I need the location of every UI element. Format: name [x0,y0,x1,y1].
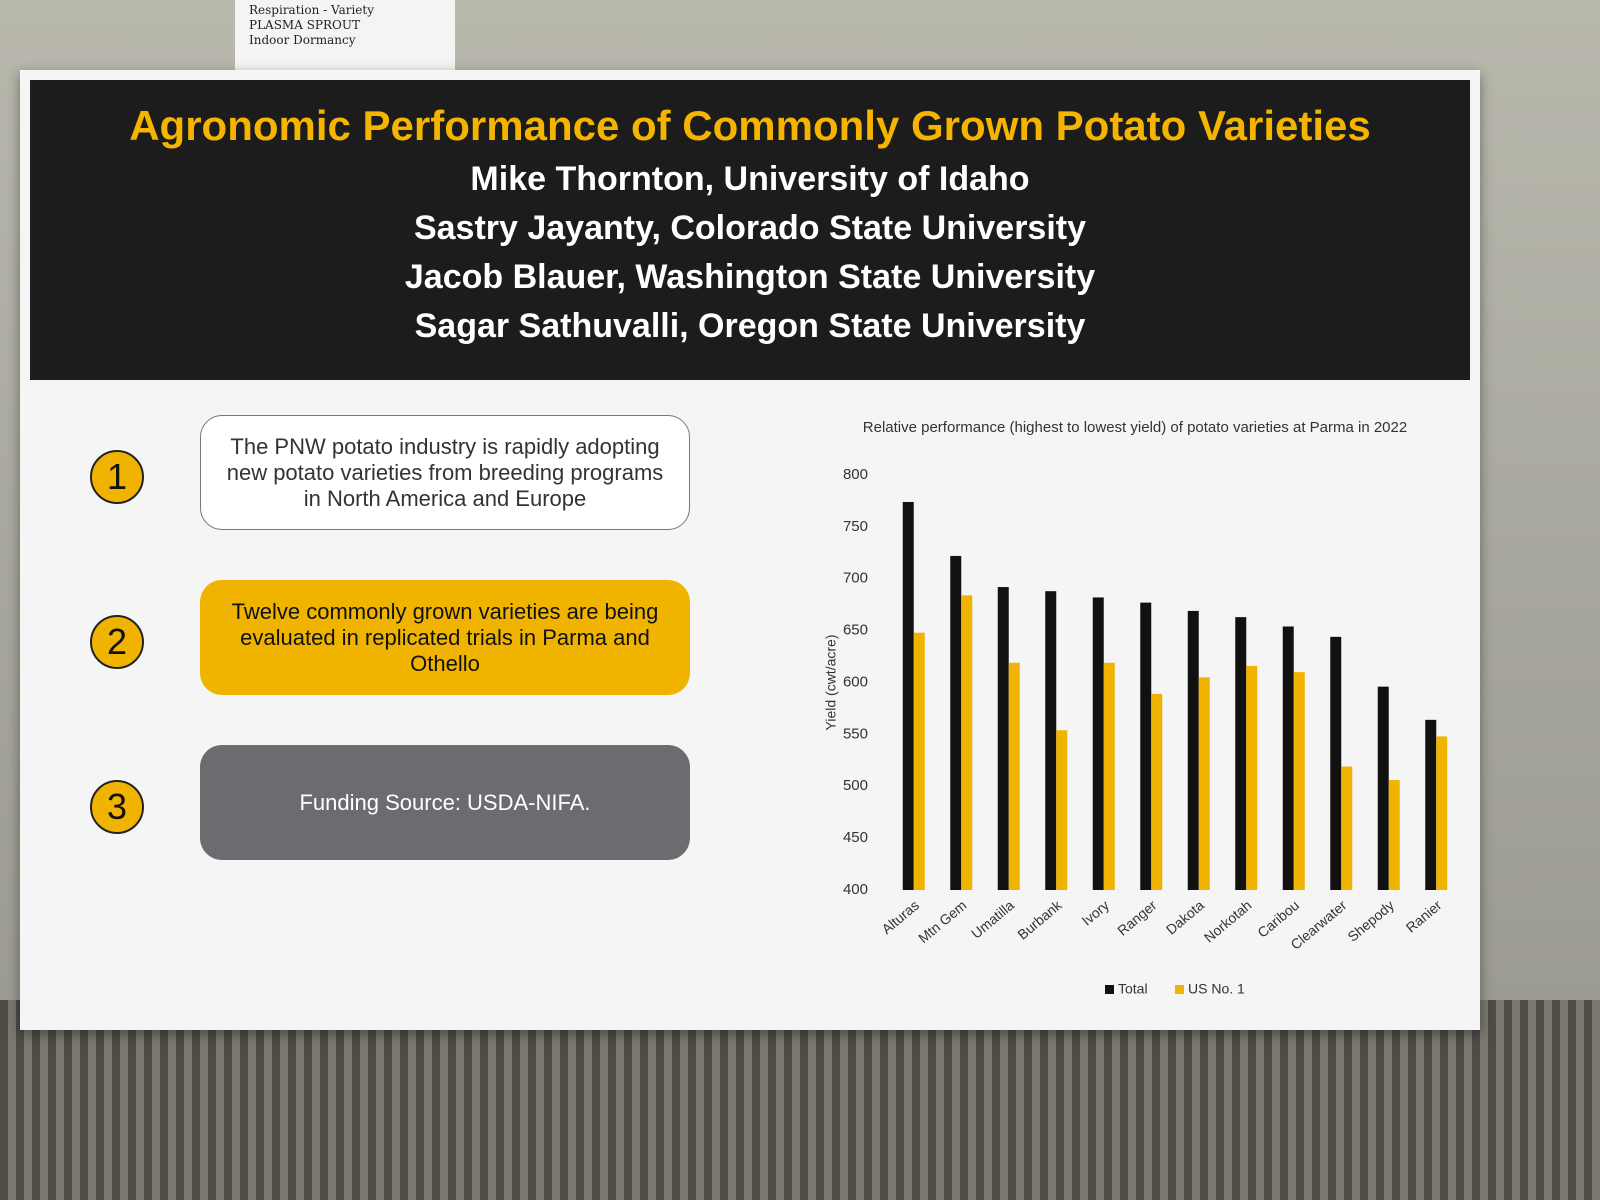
bar [1056,730,1068,890]
author: Sagar Sathuvalli, Oregon State Universit… [414,307,1086,345]
floor [0,1000,1600,1200]
x-tick-label: Ranier [1403,897,1445,936]
bar [1388,780,1400,890]
poster-title: Agronomic Performance of Commonly Grown … [129,102,1371,149]
bar [1151,693,1163,890]
author: Jacob Blauer, Washington State Universit… [404,258,1096,296]
legend-label: US No. 1 [1188,981,1245,997]
y-tick-label: 450 [843,829,868,846]
board-note: Respiration - Variety [249,3,374,17]
y-tick-label: 650 [843,622,868,639]
bar [1187,610,1199,890]
y-tick-label: 700 [843,570,868,587]
y-tick-label: 500 [843,777,868,794]
x-tick-label: Ranger [1114,897,1160,939]
x-tick-label: Umatilla [968,897,1017,942]
bar [1235,617,1247,890]
bar [1198,677,1210,890]
point-text: The PNW potato industry is rapidly adopt… [200,415,690,530]
bar [1425,719,1437,890]
point-number: 3 [90,780,144,834]
legend-label: Total [1118,981,1148,997]
chart-title: Relative performance (highest to lowest … [863,419,1407,436]
author: Sastry Jayanty, Colorado State Universit… [413,209,1087,247]
y-tick-label: 550 [843,725,868,742]
whiteboard: Respiration - Variety PLASMA SPROUT Indoor… [235,0,455,70]
point-text: Twelve commonly grown varieties are bein… [200,580,690,695]
bar [1436,736,1448,890]
y-tick-label: 400 [843,881,868,898]
point: 1 The PNW potato industry is rapidly adop… [90,415,710,535]
bar [1045,591,1057,890]
y-tick-label: 800 [843,466,868,483]
bar [1246,665,1258,890]
bar [913,632,925,890]
x-tick-label: Shepody [1344,897,1397,945]
x-tick-label: Alturas [878,897,922,937]
point-number: 2 [90,615,144,669]
bar [1008,662,1020,890]
y-tick-label: 750 [843,518,868,535]
bar [1140,602,1152,890]
bar [1330,636,1342,890]
y-tick-label: 600 [843,673,868,690]
x-tick-label: Dakota [1163,897,1207,938]
bar [1282,626,1294,890]
board-note: PLASMA SPROUT [249,18,360,32]
bar [1103,662,1115,890]
bar [1377,686,1389,890]
point: 3 Funding Source: USDA-NIFA. [90,745,710,865]
x-tick-label: Ivory [1079,897,1113,929]
point-number: 1 [90,450,144,504]
point: 2 Twelve commonly grown varieties are bei… [90,580,710,700]
x-tick-label: Mtn Gem [915,897,969,946]
legend-swatch [1175,985,1184,994]
chart: Relative performance (highest to lowest … [823,419,1448,997]
bar [1341,766,1353,890]
bar [1293,672,1305,890]
bar [961,595,973,890]
bar [997,587,1009,890]
bar [902,501,914,890]
x-tick-label: Burbank [1014,896,1065,942]
poster: Agronomic Performance of Commonly Grown … [20,70,1480,1030]
board-note: Indoor Dormancy [249,33,356,47]
author: Mike Thornton, University of Idaho [470,160,1030,198]
poster-header: Agronomic Performance of Commonly Grown … [30,80,1470,380]
legend-swatch [1105,985,1114,994]
x-tick-label: Norkotah [1201,897,1255,946]
bar [1092,597,1104,890]
bar [950,555,962,890]
y-axis-label: Yield (cwt/acre) [823,635,839,731]
point-text: Funding Source: USDA-NIFA. [200,745,690,860]
